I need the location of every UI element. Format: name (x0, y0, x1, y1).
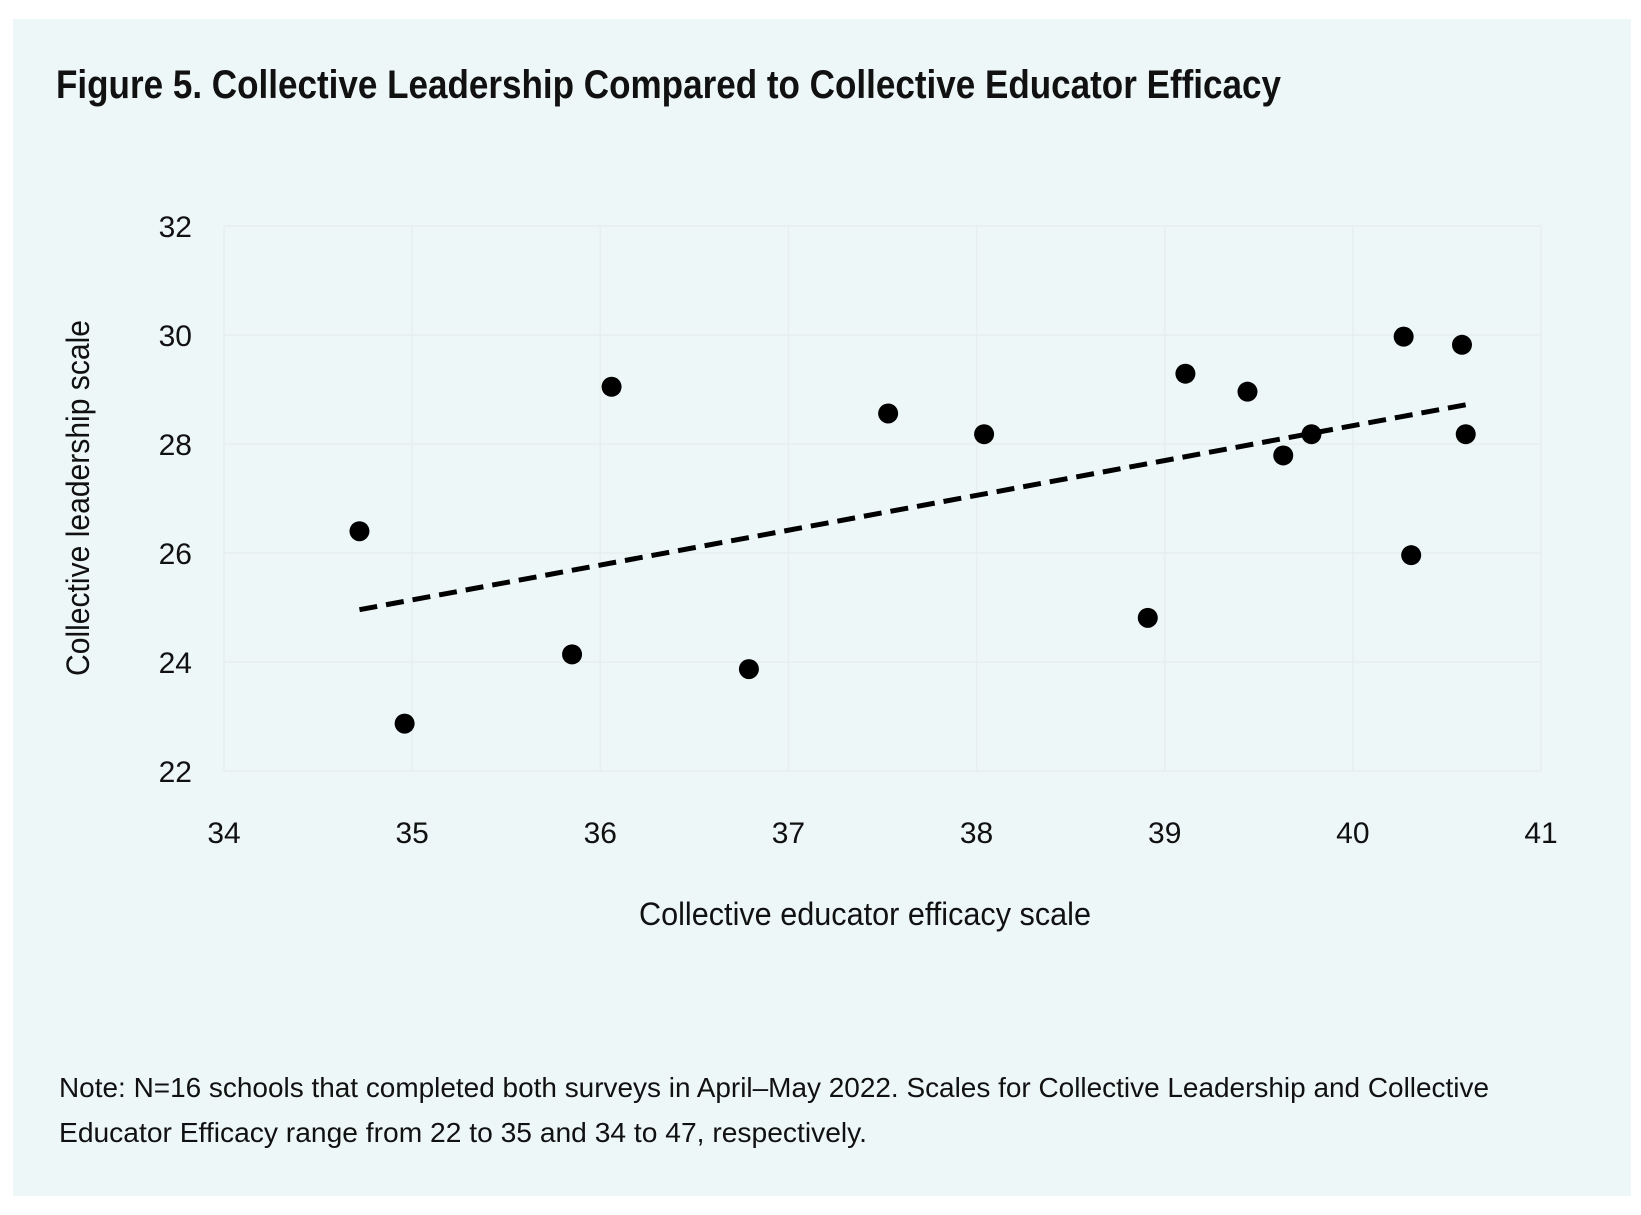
note-line-1: Note: N=16 schools that completed both s… (59, 1072, 1489, 1103)
x-tick-label: 38 (960, 817, 993, 850)
data-point (394, 713, 415, 734)
x-tick-label: 40 (1336, 817, 1369, 850)
data-point (1455, 424, 1476, 445)
data-point (1273, 445, 1294, 466)
data-point (349, 521, 370, 542)
x-tick-label: 37 (772, 817, 805, 850)
data-points (349, 326, 1476, 734)
data-point (878, 403, 899, 424)
data-point (1237, 381, 1258, 402)
x-tick-label: 41 (1524, 817, 1557, 850)
x-axis-label: Collective educator efficacy scale (639, 896, 1091, 932)
x-tick-label: 36 (584, 817, 617, 850)
grid (223, 225, 1542, 772)
x-tick-label: 35 (395, 817, 428, 850)
y-tick-label: 32 (159, 211, 192, 244)
data-point (1401, 545, 1422, 566)
trendline (359, 402, 1467, 613)
data-point (601, 376, 622, 397)
data-point (1175, 363, 1196, 384)
axis-ticks: 34 35 36 37 38 39 40 41 22 24 26 28 30 32 (159, 211, 1558, 850)
data-point (1393, 326, 1414, 347)
data-point (1451, 334, 1472, 355)
y-tick-label: 26 (159, 538, 192, 571)
chart-title: Figure 5. Collective Leadership Compared… (56, 63, 1282, 107)
data-point (1301, 424, 1322, 445)
y-tick-label: 24 (159, 647, 192, 680)
y-tick-label: 28 (159, 429, 192, 462)
figure-panel (13, 19, 1631, 1196)
note-line-2: Educator Efficacy range from 22 to 35 an… (59, 1117, 867, 1148)
y-tick-label: 22 (159, 756, 192, 789)
x-tick-label: 34 (207, 817, 240, 850)
data-point (738, 659, 759, 680)
data-point (562, 644, 583, 665)
y-axis-label: Collective leadership scale (60, 320, 96, 676)
data-point (1137, 607, 1158, 628)
data-point (974, 424, 995, 445)
x-tick-label: 39 (1148, 817, 1181, 850)
y-tick-label: 30 (159, 320, 192, 353)
